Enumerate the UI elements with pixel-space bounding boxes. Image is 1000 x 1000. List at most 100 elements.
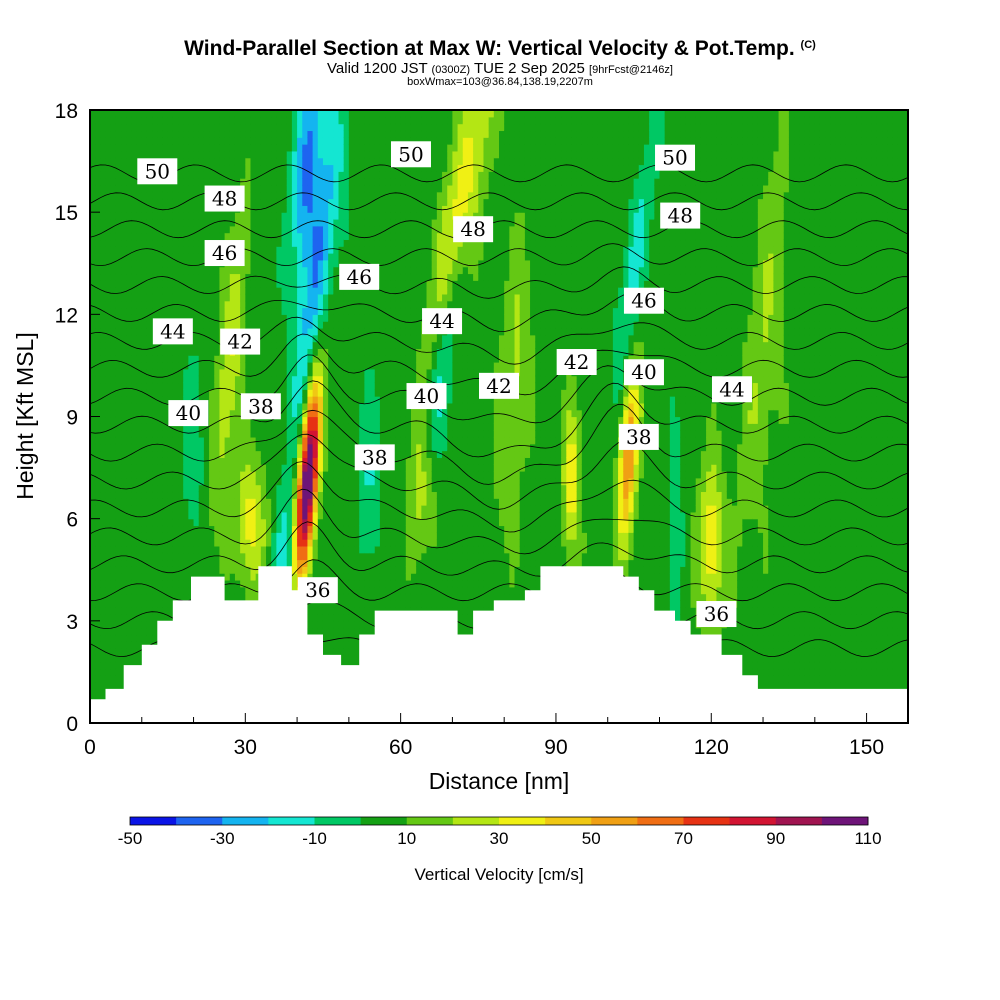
velocity-cell	[162, 545, 169, 554]
velocity-cell	[115, 273, 122, 281]
velocity-cell	[364, 157, 371, 166]
velocity-cell	[183, 525, 189, 533]
velocity-cell	[131, 116, 138, 125]
velocity-cell	[297, 389, 303, 397]
velocity-cell	[234, 287, 241, 295]
velocity-cell	[260, 355, 267, 363]
velocity-cell	[359, 157, 365, 166]
velocity-cell	[126, 436, 133, 445]
velocity-cell	[302, 491, 309, 499]
velocity-cell	[115, 532, 122, 540]
velocity-cell	[250, 150, 257, 159]
velocity-cell	[219, 375, 226, 384]
velocity-cell	[354, 198, 360, 206]
velocity-cell	[90, 559, 96, 567]
velocity-cell	[286, 164, 293, 172]
velocity-cell	[198, 368, 205, 377]
velocity-cell	[100, 539, 107, 547]
velocity-cell	[203, 293, 210, 302]
velocity-cell	[115, 559, 122, 567]
velocity-cell	[276, 171, 283, 179]
velocity-cell	[291, 273, 298, 281]
velocity-cell	[322, 396, 329, 404]
velocity-cell	[183, 436, 189, 445]
velocity-cell	[281, 532, 288, 540]
velocity-cell	[260, 368, 267, 377]
velocity-cell	[240, 532, 246, 540]
velocity-cell	[178, 123, 184, 132]
velocity-cell	[364, 484, 371, 493]
velocity-cell	[234, 518, 241, 527]
velocity-cell	[276, 137, 283, 145]
velocity-cell	[286, 470, 293, 479]
velocity-cell	[136, 212, 143, 220]
velocity-cell	[126, 491, 133, 499]
velocity-cell	[369, 307, 376, 315]
velocity-cell	[136, 375, 143, 384]
velocity-cell	[203, 450, 210, 458]
velocity-cell	[338, 300, 345, 309]
velocity-cell	[297, 409, 303, 418]
velocity-cell	[338, 293, 345, 302]
velocity-cell	[240, 559, 246, 567]
velocity-cell	[291, 178, 298, 186]
velocity-cell	[90, 648, 96, 656]
velocity-cell	[105, 661, 112, 670]
velocity-cell	[260, 491, 267, 499]
velocity-cell	[364, 470, 371, 479]
velocity-cell	[157, 573, 164, 581]
velocity-cell	[281, 246, 288, 254]
velocity-cell	[131, 525, 138, 533]
velocity-cell	[167, 396, 174, 404]
velocity-cell	[105, 184, 112, 193]
velocity-cell	[152, 396, 158, 404]
velocity-cell	[90, 130, 96, 138]
velocity-cell	[162, 382, 169, 390]
velocity-cell	[276, 184, 283, 193]
velocity-cell	[121, 443, 127, 452]
velocity-cell	[359, 600, 365, 608]
velocity-cell	[219, 157, 226, 166]
velocity-cell	[167, 464, 174, 472]
velocity-cell	[214, 280, 221, 288]
velocity-cell	[348, 355, 355, 363]
velocity-cell	[131, 273, 138, 281]
velocity-cell	[157, 579, 164, 588]
velocity-cell	[126, 212, 133, 220]
velocity-cell	[364, 191, 371, 200]
velocity-cell	[209, 130, 215, 138]
velocity-cell	[178, 450, 184, 458]
velocity-cell	[291, 525, 298, 533]
velocity-cell	[90, 382, 96, 390]
velocity-cell	[141, 321, 148, 329]
velocity-cell	[333, 144, 340, 152]
velocity-cell	[286, 327, 293, 336]
velocity-cell	[183, 307, 189, 315]
velocity-cell	[136, 593, 143, 601]
velocity-cell	[193, 518, 200, 527]
velocity-cell	[348, 416, 355, 424]
velocity-cell	[297, 307, 303, 315]
velocity-cell	[178, 586, 184, 595]
velocity-cell	[240, 150, 246, 159]
velocity-cell	[250, 307, 257, 315]
velocity-cell	[369, 348, 376, 356]
velocity-cell	[255, 130, 262, 138]
velocity-cell	[178, 470, 184, 479]
velocity-cell	[110, 491, 117, 499]
velocity-cell	[354, 389, 360, 397]
velocity-cell	[240, 382, 246, 390]
velocity-cell	[297, 321, 303, 329]
velocity-cell	[100, 225, 107, 234]
velocity-cell	[224, 566, 231, 574]
velocity-cell	[105, 164, 112, 172]
velocity-cell	[255, 123, 262, 132]
velocity-cell	[354, 402, 360, 411]
velocity-cell	[209, 150, 215, 159]
velocity-cell	[162, 130, 169, 138]
velocity-cell	[183, 498, 189, 506]
velocity-cell	[131, 505, 138, 513]
velocity-cell	[240, 498, 246, 506]
velocity-cell	[198, 518, 205, 527]
velocity-cell	[271, 450, 277, 458]
